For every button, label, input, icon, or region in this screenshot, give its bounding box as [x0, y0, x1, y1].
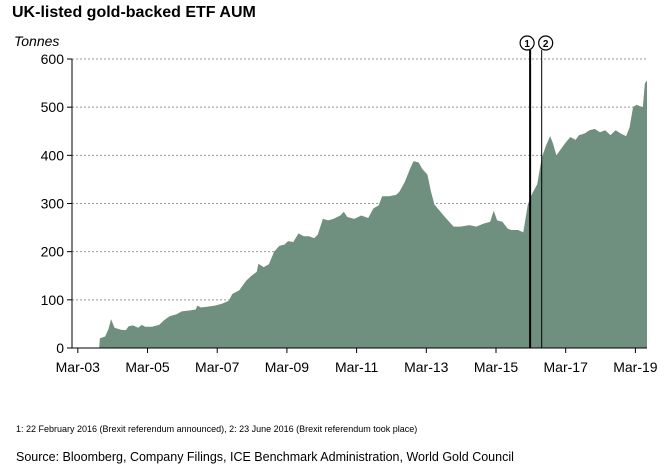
event-label-2: 2 [543, 39, 549, 50]
y-tick-label-500: 500 [41, 99, 65, 115]
y-tick-labels: 0 100 200 300 400 500 600 [41, 51, 72, 356]
event-circle-1 [519, 35, 535, 51]
y-tick-label-0: 0 [56, 340, 64, 356]
x-tick-label-Mar-13: Mar-13 [404, 359, 449, 375]
footnote: 1: 22 February 2016 (Brexit referendum a… [16, 424, 418, 434]
area-series [72, 80, 647, 349]
source-note: Source: Bloomberg, Company Filings, ICE … [16, 450, 514, 464]
x-tick-label-Mar-15: Mar-15 [474, 359, 519, 375]
x-tick-label-Mar-17: Mar-17 [544, 359, 589, 375]
y-tick-label-200: 200 [41, 244, 65, 260]
chart-title: UK-listed gold-backed ETF AUM [12, 4, 256, 21]
x-tick-labels: Mar-03 Mar-05 Mar-07 Mar-09 Mar-11 Mar-13 Mar-… [56, 348, 658, 375]
x-tick-label-Mar-09: Mar-09 [265, 359, 310, 375]
x-tick-label-Mar-07: Mar-07 [195, 359, 240, 375]
x-tick-label-Mar-19: Mar-19 [613, 359, 658, 375]
y-tick-label-100: 100 [41, 292, 65, 308]
x-tick-label-Mar-05: Mar-05 [125, 359, 170, 375]
x-tick-label-Mar-11: Mar-11 [335, 359, 379, 375]
y-tick-label-300: 300 [41, 196, 65, 212]
y-tick-label-600: 600 [41, 51, 65, 67]
y-tick-label-400: 400 [41, 147, 65, 163]
event-circle-2 [538, 35, 554, 51]
y-axis-label: Tonnes [14, 33, 60, 49]
event-label-1: 1 [524, 39, 530, 50]
x-tick-label-Mar-03: Mar-03 [56, 359, 101, 375]
